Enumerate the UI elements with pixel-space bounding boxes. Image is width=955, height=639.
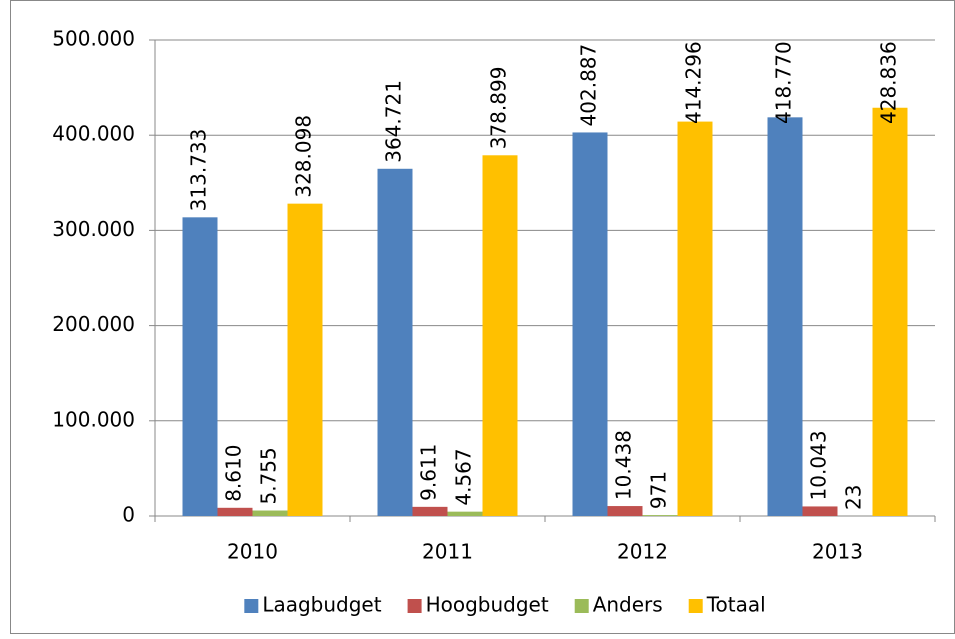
x-tick-label: 2012 (617, 540, 668, 564)
data-label: 428.836 (877, 41, 901, 124)
data-label: 10.438 (612, 430, 636, 500)
data-label: 418.770 (772, 41, 796, 124)
bar (287, 203, 323, 517)
data-label: 8.610 (222, 445, 246, 502)
data-label: 378.899 (487, 67, 511, 150)
bar (182, 217, 218, 517)
bar (767, 117, 803, 516)
data-label: 5.755 (257, 447, 281, 504)
legend-label: Hoogbudget (426, 593, 549, 617)
bar (252, 510, 288, 516)
y-tick-label: 0 (122, 503, 135, 527)
data-label: 402.887 (577, 44, 601, 127)
legend-swatch (244, 599, 259, 613)
y-tick-label: 300.000 (52, 217, 135, 241)
x-tick-label: 2013 (812, 540, 863, 564)
bar (642, 515, 678, 516)
y-tick-label: 400.000 (52, 122, 135, 146)
data-label: 10.043 (807, 430, 831, 500)
legend-swatch (688, 599, 703, 613)
data-label: 971 (647, 471, 671, 509)
data-label: 328.098 (292, 115, 316, 198)
legend-label: Anders (593, 593, 663, 617)
bar (447, 511, 483, 516)
data-label: 364.721 (382, 80, 406, 163)
bar (607, 506, 643, 516)
bar (377, 168, 413, 516)
legend-label: Totaal (706, 593, 766, 617)
x-tick-label: 2010 (227, 540, 278, 564)
bar (677, 121, 713, 516)
bar (482, 155, 518, 516)
bar (217, 507, 253, 516)
data-label: 414.296 (682, 41, 706, 124)
legend-swatch (574, 599, 589, 613)
bar (872, 107, 908, 516)
y-tick-label: 100.000 (52, 407, 135, 431)
data-label: 23 (842, 485, 866, 510)
bar (802, 506, 838, 516)
data-label: 4.567 (452, 448, 476, 505)
bar (412, 506, 448, 516)
x-tick-label: 2011 (422, 540, 473, 564)
legend-label: Laagbudget (262, 593, 381, 617)
legend-swatch (407, 599, 422, 613)
data-label: 313.733 (187, 129, 211, 212)
y-tick-label: 200.000 (52, 312, 135, 336)
data-label: 9.611 (417, 444, 441, 501)
y-tick-label: 500.000 (52, 27, 135, 51)
bar (572, 132, 608, 516)
